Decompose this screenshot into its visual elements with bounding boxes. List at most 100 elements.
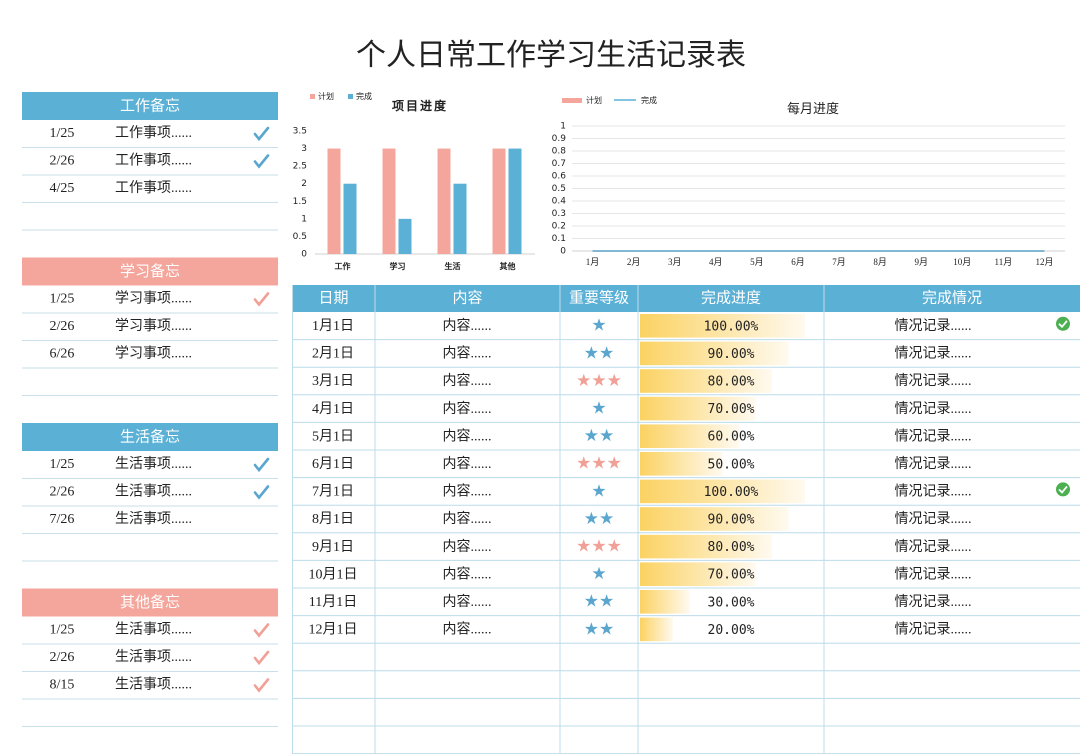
header-cell: 内容 bbox=[452, 289, 482, 306]
date-cell: 1月1日 bbox=[312, 318, 354, 334]
memo-date: 2/26 bbox=[50, 485, 75, 500]
done-icon bbox=[1056, 316, 1070, 331]
progress-bar bbox=[640, 396, 756, 421]
content-cell: 内容...... bbox=[443, 317, 492, 334]
header-cell: 重要等级 bbox=[569, 288, 629, 306]
memo-text: 生活事项...... bbox=[115, 456, 192, 472]
legend-swatch bbox=[310, 94, 315, 99]
stars-cell: ★★ bbox=[584, 619, 614, 638]
stars-cell: ★★★ bbox=[576, 454, 622, 473]
progress-label: 90.00% bbox=[708, 513, 755, 528]
progress-bar bbox=[640, 341, 789, 366]
date-cell: 9月1日 bbox=[312, 539, 354, 555]
check-icon bbox=[253, 457, 270, 473]
memo-date: 8/15 bbox=[50, 678, 75, 693]
memo-date: 1/25 bbox=[50, 126, 75, 141]
memo-text: 学习事项...... bbox=[115, 291, 192, 307]
x-tick-label: 9月 bbox=[914, 257, 928, 267]
x-tick-label: 2月 bbox=[627, 257, 641, 267]
content-cell: 内容...... bbox=[443, 593, 492, 610]
y-tick-label: 0 bbox=[301, 250, 307, 260]
progress-label: 100.00% bbox=[704, 319, 759, 334]
y-tick-label: 0.8 bbox=[552, 147, 567, 157]
bar bbox=[492, 148, 506, 254]
x-tick-label: 学习 bbox=[390, 261, 406, 271]
memo-date: 1/25 bbox=[50, 623, 75, 638]
stars-cell: ★★ bbox=[584, 509, 614, 528]
bar bbox=[398, 218, 412, 254]
status-cell: 情况记录...... bbox=[895, 539, 972, 555]
progress-bar bbox=[640, 452, 723, 476]
progress-bar bbox=[640, 369, 772, 393]
date-cell: 7月1日 bbox=[312, 484, 354, 500]
status-cell: 情况记录...... bbox=[895, 566, 972, 582]
status-cell: 情况记录...... bbox=[895, 484, 972, 500]
date-cell: 8月1日 bbox=[312, 511, 354, 527]
date-cell: 3月1日 bbox=[312, 373, 354, 389]
stars-cell: ★★★ bbox=[576, 537, 622, 556]
date-cell: 2月1日 bbox=[312, 346, 354, 362]
x-tick-label: 6月 bbox=[791, 257, 805, 267]
content-cell: 内容...... bbox=[443, 510, 492, 527]
x-tick-label: 3月 bbox=[668, 257, 682, 267]
memo-text: 生活事项...... bbox=[115, 649, 192, 665]
progress-bar bbox=[640, 590, 690, 614]
progress-label: 70.00% bbox=[708, 402, 755, 417]
content-cell: 内容...... bbox=[443, 400, 492, 417]
progress-label: 30.00% bbox=[708, 595, 755, 610]
memo-text: 工作事项...... bbox=[115, 125, 192, 141]
bar bbox=[343, 183, 357, 254]
progress-label: 80.00% bbox=[708, 375, 755, 390]
page-title: 个人日常工作学习生活记录表 bbox=[356, 39, 746, 72]
memo-date: 2/26 bbox=[50, 154, 75, 169]
stars-cell: ★★ bbox=[584, 592, 614, 611]
bar bbox=[382, 148, 396, 254]
status-cell: 情况记录...... bbox=[895, 373, 972, 389]
status-cell: 情况记录...... bbox=[895, 594, 972, 610]
y-tick-label: 0.2 bbox=[552, 222, 566, 232]
stars-cell: ★ bbox=[591, 564, 606, 583]
memo-text: 工作事项...... bbox=[115, 180, 192, 196]
x-tick-label: 11月 bbox=[995, 257, 1013, 267]
content-cell: 内容...... bbox=[443, 345, 492, 362]
status-cell: 情况记录...... bbox=[895, 318, 972, 334]
check-icon bbox=[253, 154, 270, 169]
memo-date: 1/25 bbox=[50, 457, 75, 472]
date-cell: 11月1日 bbox=[309, 594, 357, 610]
progress-label: 70.00% bbox=[708, 568, 755, 583]
bar bbox=[508, 148, 522, 254]
content-cell: 内容...... bbox=[443, 427, 492, 444]
y-tick-label: 3.5 bbox=[293, 127, 307, 137]
y-tick-label: 0.5 bbox=[552, 184, 566, 194]
status-cell: 情况记录...... bbox=[895, 346, 972, 362]
memo-header bbox=[22, 423, 278, 451]
memo-text: 工作事项...... bbox=[115, 153, 192, 169]
done-icon bbox=[1056, 482, 1070, 497]
status-cell: 情况记录...... bbox=[895, 456, 972, 472]
progress-label: 100.00% bbox=[704, 485, 759, 500]
progress-bar bbox=[640, 479, 805, 504]
stars-cell: ★★ bbox=[584, 343, 614, 362]
memo-date: 2/26 bbox=[50, 650, 75, 665]
progress-label: 50.00% bbox=[708, 457, 755, 472]
done-check bbox=[1058, 485, 1068, 494]
memo-text: 学习事项...... bbox=[115, 318, 192, 334]
progress-bar bbox=[640, 534, 772, 559]
y-tick-label: 2 bbox=[301, 179, 307, 189]
y-tick-label: 1 bbox=[560, 122, 566, 132]
content-cell: 内容...... bbox=[443, 372, 492, 389]
legend-label: 完成 bbox=[641, 95, 657, 105]
y-tick-label: 0 bbox=[560, 247, 566, 257]
header-cell: 日期 bbox=[318, 289, 348, 306]
progress-bar bbox=[640, 507, 789, 531]
check-icon bbox=[253, 678, 270, 693]
header-cell: 完成进度 bbox=[701, 289, 761, 306]
check-icon bbox=[253, 485, 270, 500]
progress-bar bbox=[640, 562, 756, 586]
table-header bbox=[292, 285, 1080, 312]
progress-bar bbox=[640, 314, 805, 338]
content-cell: 内容...... bbox=[443, 538, 492, 555]
memo-date: 7/26 bbox=[50, 512, 75, 527]
progress-bar bbox=[640, 617, 673, 642]
